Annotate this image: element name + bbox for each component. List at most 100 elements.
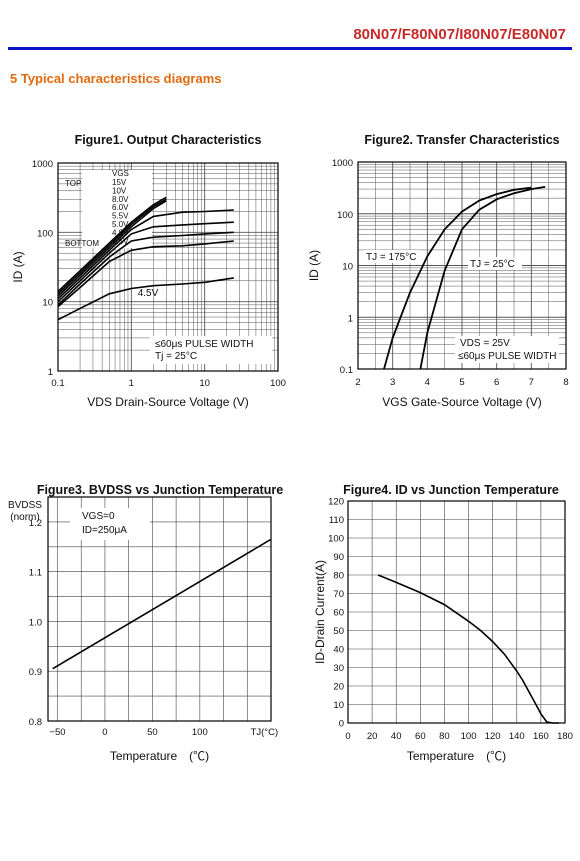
plot-frame — [57, 162, 279, 372]
series-line — [383, 186, 532, 370]
series-line — [57, 209, 234, 300]
x-tick-label: 5 — [459, 377, 464, 388]
legend-entry: 15V — [112, 178, 127, 187]
legend-entry: 10V — [112, 186, 127, 195]
y-tick-label: 20 — [333, 682, 344, 693]
x-tick-label: 100 — [461, 731, 477, 742]
y-tick-label: 1 — [348, 313, 353, 324]
y-tick-label: 0.1 — [340, 365, 353, 376]
header-rule — [8, 47, 572, 50]
figure2-chart: Figure2. Transfer Characteristics 2 3 4 5 6 7 8… — [307, 133, 569, 409]
y-tick-label: 60 — [333, 608, 344, 619]
note-line: ≤60μs PULSE WIDTH — [155, 339, 254, 350]
series-line — [57, 200, 167, 297]
x-tick-label: TJ(°C) — [251, 727, 279, 738]
note-line: Tj = 25°C — [155, 351, 197, 362]
legend-entry: 5.5V — [112, 212, 129, 221]
y-tick-label: 100 — [328, 534, 344, 545]
note-backdrop — [70, 508, 150, 540]
series-line — [57, 196, 167, 293]
figure4-chart: Figure4. ID vs Junction Temperature 0 20 40… — [313, 483, 573, 763]
legend-entry: 5.0V — [112, 220, 129, 229]
x-tick-label: 3 — [390, 377, 395, 388]
annotation: TJ = 175°C — [366, 252, 416, 263]
x-tick-label: 60 — [415, 731, 426, 742]
series-line — [419, 186, 546, 370]
x-tick-label: 40 — [391, 731, 402, 742]
annotation: ≤60μs PULSE WIDTH — [458, 351, 557, 362]
annotation-backdrop — [455, 336, 559, 363]
y-axis-label: ID-Drain Current(A) — [313, 560, 327, 664]
x-tick-label: 2 — [355, 377, 360, 388]
y-tick-label: 0.9 — [29, 667, 42, 678]
note-line: ID=250μA — [82, 525, 127, 536]
plot-frame — [47, 496, 272, 722]
x-tick-label: 7 — [529, 377, 534, 388]
x-tick-label: 160 — [533, 731, 549, 742]
y-tick-label: 1.1 — [29, 568, 42, 579]
y-tick-label: 10 — [342, 262, 353, 273]
y-tick-label: 1.0 — [29, 617, 42, 628]
x-tick-label: −50 — [49, 727, 65, 738]
annotation: VDS = 25V — [460, 338, 510, 349]
y-tick-label: 1000 — [332, 158, 353, 169]
annotation: TJ = 25°C — [470, 259, 515, 270]
x-tick-label: 8 — [563, 377, 568, 388]
plot-frame — [357, 161, 567, 370]
y-tick-label: 0 — [339, 719, 344, 730]
x-tick-label: 4 — [425, 377, 430, 388]
y-tick-label: 120 — [328, 497, 344, 508]
y-tick-label: 1.2 — [29, 518, 42, 529]
legend-bottom: BOTTOM — [65, 239, 99, 248]
x-tick-label: 0 — [102, 727, 107, 738]
series-line — [57, 277, 234, 321]
x-tick-label: 180 — [557, 731, 573, 742]
x-axis-label: VGS Gate-Source Voltage (V) — [382, 395, 541, 409]
y-axis-label: ID (A) — [307, 250, 321, 281]
curve-label: 4.5V — [138, 288, 159, 299]
annotation-backdrop — [364, 250, 420, 263]
y-tick-label: 90 — [333, 552, 344, 563]
figure1-title: Figure1. Output Characteristics — [75, 133, 262, 147]
note-line: VGS=0 — [82, 511, 115, 522]
x-tick-label: 80 — [439, 731, 450, 742]
figure1-chart: Figure1. Output Characteristics TOP BOTTOM… — [11, 133, 286, 409]
plot-frame — [347, 500, 566, 724]
y-tick-label: 80 — [333, 571, 344, 582]
y-tick-label: 50 — [333, 626, 344, 637]
figure4-title: Figure4. ID vs Junction Temperature — [343, 483, 559, 497]
x-tick-label: 1 — [129, 378, 134, 389]
section-title: 5 Typical characteristics diagrams — [10, 71, 222, 86]
y-axis-label: BVDSS — [8, 500, 42, 511]
series-line — [57, 240, 234, 308]
x-tick-label: 6 — [494, 377, 499, 388]
legend-entry: 4.5V — [112, 237, 129, 246]
series-line — [57, 221, 234, 303]
note-backdrop — [150, 336, 272, 364]
y-tick-label: 10 — [42, 298, 53, 309]
series-line — [57, 231, 234, 306]
y-tick-label: 30 — [333, 663, 344, 674]
series-line — [57, 198, 167, 295]
x-axis-label: Temperature (℃) — [110, 749, 209, 763]
annotation-backdrop — [468, 257, 522, 270]
x-tick-label: 0 — [345, 731, 350, 742]
y-tick-label: 100 — [37, 228, 53, 239]
legend-top: TOP — [65, 179, 81, 188]
series-line — [377, 574, 559, 724]
figure2-title: Figure2. Transfer Characteristics — [364, 133, 559, 147]
x-tick-label: 120 — [485, 731, 501, 742]
y-tick-label: 1 — [48, 367, 53, 378]
legend-entry: 6.0V — [112, 203, 129, 212]
y-tick-label: 0.8 — [29, 717, 42, 728]
legend-header: VGS — [112, 169, 129, 178]
figure3-title: Figure3. BVDSS vs Junction Temperature — [37, 483, 283, 497]
figure3-chart: Figure3. BVDSS vs Junction Temperature −5… — [8, 483, 283, 763]
y-axis-label: (norm) — [10, 512, 39, 523]
x-tick-label: 50 — [147, 727, 158, 738]
y-axis-label: ID (A) — [11, 251, 25, 282]
x-tick-label: 10 — [199, 378, 210, 389]
y-tick-label: 40 — [333, 645, 344, 656]
y-tick-label: 10 — [333, 700, 344, 711]
